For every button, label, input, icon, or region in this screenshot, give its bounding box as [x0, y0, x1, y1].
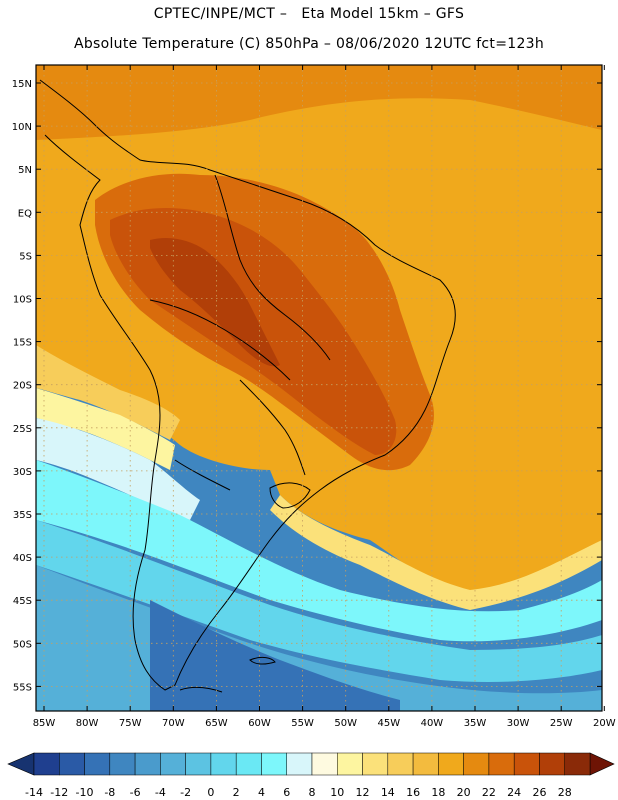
- colorbar-swatch: [311, 752, 338, 776]
- longitude-label: 25W: [550, 718, 573, 729]
- colorbar-swatch: [488, 752, 515, 776]
- colorbar-swatch: [286, 752, 313, 776]
- longitude-label: 70W: [162, 718, 185, 729]
- longitude-label: 20W: [593, 718, 616, 729]
- longitude-label: 60W: [248, 718, 271, 729]
- coastline-borders: [39, 79, 456, 693]
- colorbar-label: 6: [283, 786, 290, 799]
- latitude-label: 5N: [18, 165, 32, 176]
- colorbar-swatch: [134, 752, 161, 776]
- colorbar-label: 4: [258, 786, 265, 799]
- latitude-label: 15S: [13, 338, 32, 349]
- colorbar-label: -12: [50, 786, 68, 799]
- colorbar-swatch: [463, 752, 490, 776]
- colorbar-swatch: [539, 752, 565, 776]
- colorbar-label: 22: [482, 786, 496, 799]
- colorbar-swatch: [84, 752, 111, 776]
- colorbar-swatch: [513, 752, 540, 776]
- colorbar-label: 16: [406, 786, 420, 799]
- latitude-label: 20S: [13, 381, 32, 392]
- longitude-label: 30W: [507, 718, 530, 729]
- longitude-label: 45W: [377, 718, 400, 729]
- colorbar-swatch: [564, 752, 591, 776]
- colorbar-label: 18: [431, 786, 445, 799]
- colorbar-label: 12: [356, 786, 370, 799]
- longitude-label: 50W: [334, 718, 357, 729]
- colorbar-label: 26: [532, 786, 546, 799]
- colorbar-swatch: [412, 752, 439, 776]
- longitude-ticks: 85W 80W 75W 70W 65W 60W 55W 50W 45W 40W 35W 30W 25W 2…: [33, 65, 616, 729]
- colorbar-label: 0: [207, 786, 214, 799]
- latitude-label: 10N: [12, 122, 32, 133]
- colorbar-under-arrow: [7, 752, 35, 776]
- colorbar-swatch: [210, 752, 237, 776]
- colorbar-label: 24: [507, 786, 521, 799]
- colorbar-label: -4: [155, 786, 166, 799]
- colorbar-swatch: [387, 752, 414, 776]
- colorbar-label: -2: [180, 786, 191, 799]
- longitude-label: 85W: [33, 718, 56, 729]
- colorbar-swatch: [337, 752, 363, 776]
- colorbar-swatch: [59, 752, 85, 776]
- colorbar-label: 20: [457, 786, 471, 799]
- longitude-label: 40W: [421, 718, 444, 729]
- longitude-label: 65W: [205, 718, 228, 729]
- longitude-label: 80W: [76, 718, 99, 729]
- colorbar-swatch: [438, 752, 464, 776]
- latitude-ticks: 15N 10N 5N EQ 5S 10S 15S 20S 25S 30S 35S 40S 45S 50S 5…: [12, 79, 602, 693]
- chart-title-line2: Absolute Temperature (C) 850hPa – 08/06/…: [73, 36, 545, 52]
- colorbar-swatch: [235, 752, 262, 776]
- colorbar-label: 14: [381, 786, 395, 799]
- colorbar-label: 28: [558, 786, 572, 799]
- latitude-label: 55S: [13, 682, 32, 693]
- colorbar-swatch: [160, 752, 186, 776]
- colorbar-swatch: [362, 752, 389, 776]
- longitude-label: 35W: [464, 718, 487, 729]
- latitude-label: 15N: [12, 79, 32, 90]
- temperature-field: [36, 65, 602, 711]
- colorbar: -14 -12 -10 -8 -6 -4 -2 0 2 4 6 8 10 12 14 16 18 20 22 24 26…: [7, 752, 615, 799]
- colorbar-label: 10: [330, 786, 344, 799]
- chart-title-line1: CPTEC/INPE/MCT – Eta Model 15km – GFS: [153, 6, 465, 22]
- longitude-label: 55W: [291, 718, 314, 729]
- longitude-label: 75W: [119, 718, 142, 729]
- latitude-label: 10S: [13, 295, 32, 306]
- latitude-label: 25S: [13, 424, 32, 435]
- colorbar-swatch: [109, 752, 136, 776]
- colorbar-swatch: [261, 752, 287, 776]
- latitude-label: 35S: [13, 510, 32, 521]
- latitude-label: 50S: [13, 639, 32, 650]
- colorbar-label: -6: [130, 786, 141, 799]
- colorbar-label: 2: [233, 786, 240, 799]
- latitude-label: 40S: [13, 553, 32, 564]
- latitude-label: EQ: [18, 208, 32, 219]
- latitude-label: 45S: [13, 596, 32, 607]
- colorbar-over-arrow: [589, 752, 615, 776]
- latitude-label: 5S: [19, 251, 32, 262]
- map-frame: [35, 64, 603, 712]
- colorbar-swatch: [33, 752, 60, 776]
- colorbar-label: -14: [25, 786, 43, 799]
- colorbar-swatch: [185, 752, 212, 776]
- latitude-label: 30S: [13, 467, 32, 478]
- colorbar-label: -10: [76, 786, 94, 799]
- colorbar-label: -8: [104, 786, 115, 799]
- colorbar-label: 8: [309, 786, 316, 799]
